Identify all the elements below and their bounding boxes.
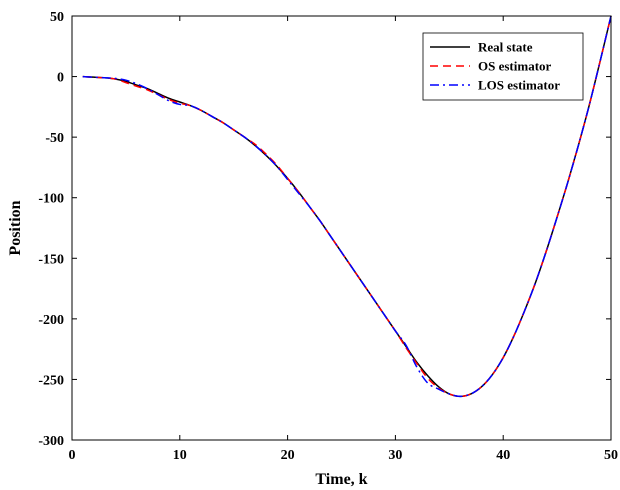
y-tick-label: -50 [45,131,64,146]
series-line-3 [82,15,612,398]
x-tick-label: 30 [388,448,402,463]
legend-label-3: LOS estimator [478,78,560,93]
y-tick-label: 50 [50,10,64,25]
series-lines [82,15,612,398]
y-axis-label: Position [7,200,24,255]
x-tick-label: 20 [281,448,295,463]
plot-frame [71,15,612,441]
x-axis-label: Time, k [315,471,367,488]
legend: Real state OS estimator LOS estimator [422,32,584,101]
axis-ticks [71,15,612,441]
y-tick-label: -100 [38,192,64,207]
y-tick-label: -200 [38,313,64,328]
legend-label-2: OS estimator [478,59,552,74]
y-tick-label: -250 [38,373,64,388]
y-tick-label: -300 [38,434,64,449]
x-tick-label: 40 [496,448,510,463]
x-tick-label: 50 [604,448,618,463]
legend-box [422,32,584,101]
legend-label-1: Real state [478,40,533,55]
x-tick-labels: 0 10 20 30 40 50 [69,448,619,463]
x-tick-label: 10 [173,448,187,463]
y-tick-labels: 50 0 -50 -100 -150 -200 -250 -300 [38,10,64,449]
x-tick-label: 0 [69,448,76,463]
y-tick-label: 0 [57,71,64,86]
y-tick-label: -150 [38,252,64,267]
